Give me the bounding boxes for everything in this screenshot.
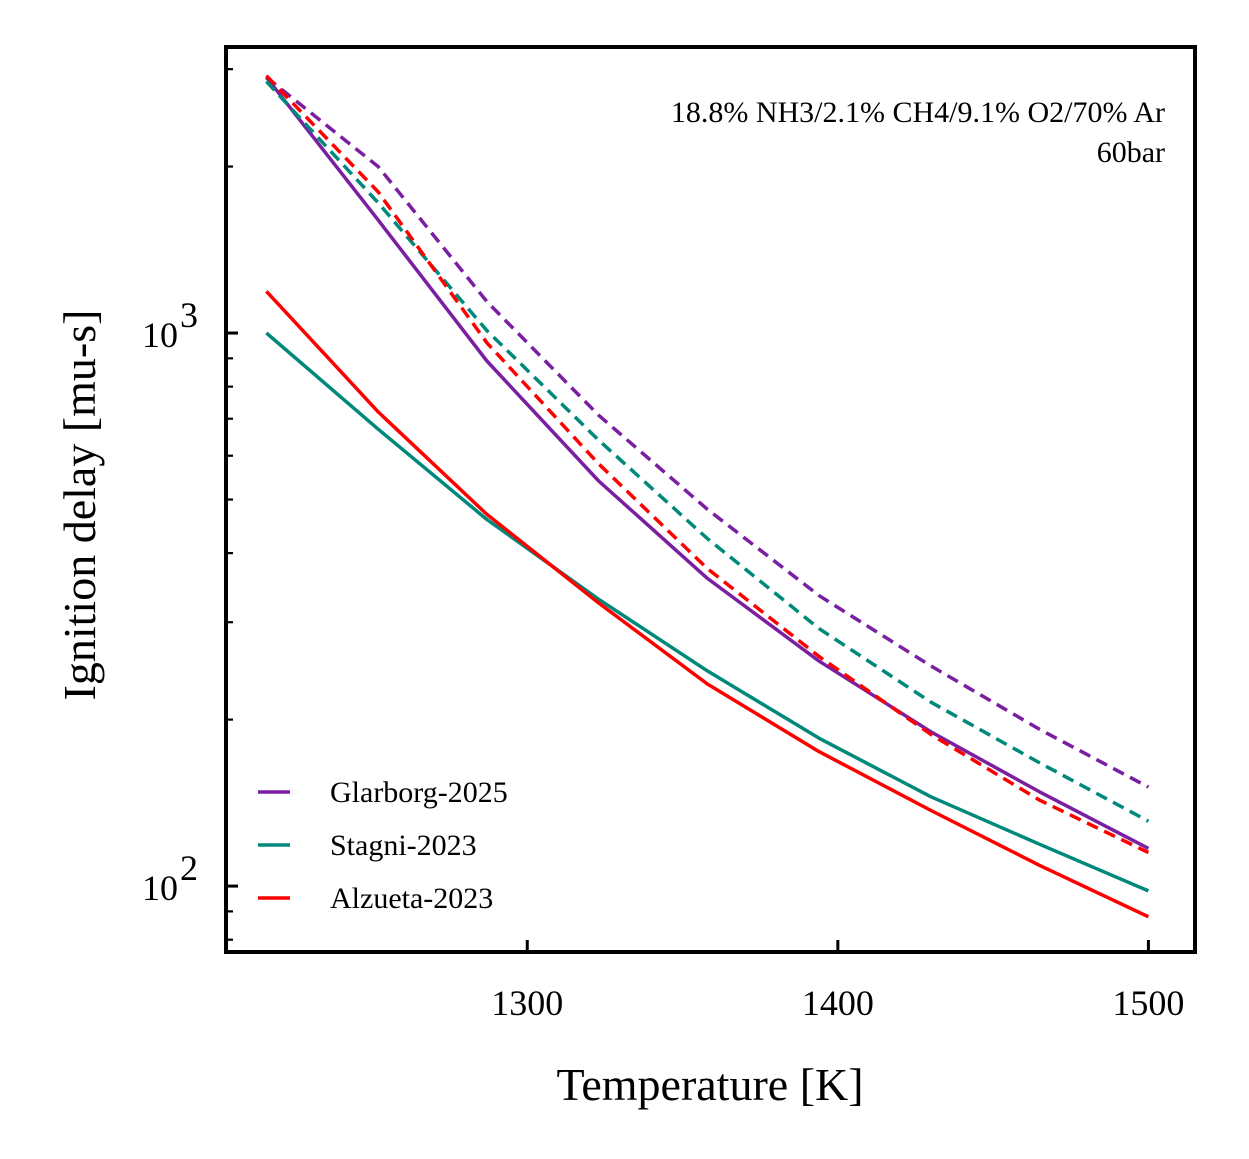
mixture-annotation: 18.8% NH3/2.1% CH4/9.1% O2/70% Ar: [671, 96, 1165, 129]
legend: Glarborg-2025 Stagni-2023 Alzueta-2023: [258, 776, 508, 915]
legend-label-alzueta-2023: Alzueta-2023: [330, 882, 493, 915]
x-tick-label: 1500: [1112, 983, 1184, 1023]
ticks-layer: [226, 68, 1150, 952]
x-tick-label: 1300: [491, 983, 563, 1023]
legend-label-stagni-2023: Stagni-2023: [330, 829, 477, 862]
series-5-dashed-line: [265, 74, 1150, 855]
legend-label-glarborg-2025: Glarborg-2025: [330, 776, 508, 809]
series-layer: [265, 74, 1150, 919]
plot-frame: [224, 45, 1197, 954]
pressure-annotation: 60bar: [1097, 136, 1165, 169]
y-axis-label: Ignition delay [mu-s]: [54, 310, 105, 701]
y-tick-label-exponent: 2: [180, 848, 198, 888]
alzueta-2023-solid-line: [265, 290, 1150, 919]
y-tick-label-base: 10: [142, 315, 178, 355]
stagni-2023-solid-line: [265, 331, 1150, 893]
x-tick-label: 1400: [802, 983, 874, 1023]
series-4-dashed-line: [265, 80, 1150, 823]
series-3-dashed-line: [265, 75, 1150, 789]
y-tick-label-exponent: 3: [180, 295, 198, 335]
y-tick-label-base: 10: [142, 868, 178, 908]
glarborg-2025-solid-line: [265, 76, 1150, 850]
x-axis-label: Temperature [K]: [556, 1059, 863, 1110]
